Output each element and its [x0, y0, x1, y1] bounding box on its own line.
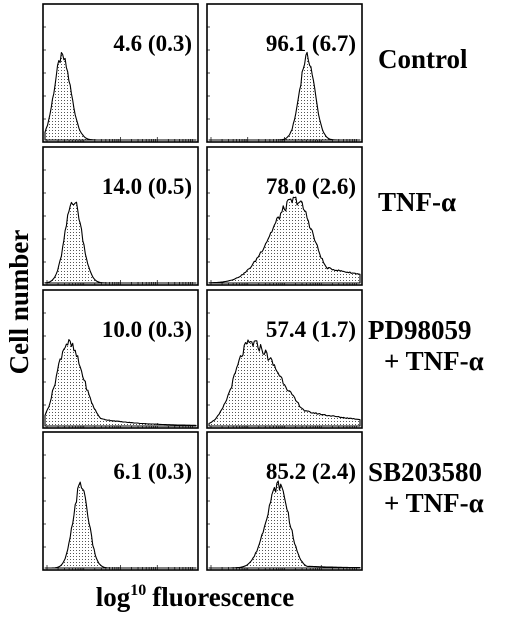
histogram-panel: 96.1 (6.7) — [206, 3, 363, 143]
histogram-series — [44, 201, 197, 284]
row-label-line: SB203580 — [368, 457, 482, 487]
histogram-series — [208, 339, 361, 427]
panel-value-label: 14.0 (0.5) — [102, 174, 192, 199]
row-label-line: + TNF-α — [384, 346, 484, 376]
row-label: SB203580 + TNF-α — [368, 457, 484, 518]
histogram-series — [44, 52, 197, 141]
panel-frame — [206, 3, 363, 143]
row-label-line: Control — [378, 44, 468, 74]
histogram-series — [208, 196, 361, 284]
panel-value-label: 10.0 (0.3) — [102, 317, 192, 342]
y-axis-title: Cell number — [4, 230, 34, 375]
row-label-line: PD98059 — [368, 315, 472, 345]
panel-value-label: 78.0 (2.6) — [266, 174, 356, 199]
histogram-panel: 78.0 (2.6) — [206, 146, 363, 286]
histogram-series — [44, 481, 197, 569]
x-axis-title-superscript: 10 — [130, 582, 146, 599]
x-axis-title: log10 fluorescence — [96, 582, 294, 612]
x-axis-title-base: log — [96, 582, 131, 612]
row-label: TNF-α — [378, 187, 456, 217]
histogram-series — [208, 51, 361, 141]
panel-frame — [42, 431, 199, 571]
histogram-panel: 57.4 (1.7) — [206, 289, 363, 429]
row-label-line: TNF-α — [378, 187, 456, 217]
row-label: Control — [378, 44, 468, 74]
panel-value-label: 6.1 (0.3) — [113, 459, 192, 484]
row-label: PD98059 + TNF-α — [368, 315, 484, 376]
x-axis-title-rest: fluorescence — [152, 582, 294, 612]
panel-value-label: 96.1 (6.7) — [266, 31, 356, 56]
histogram-panel: 4.6 (0.3) — [42, 3, 199, 143]
histogram-series — [44, 339, 197, 427]
row-label-line: + TNF-α — [384, 488, 484, 518]
histogram-panel: 85.2 (2.4) — [206, 431, 363, 571]
panel-value-label: 57.4 (1.7) — [266, 317, 356, 342]
histogram-panel: 10.0 (0.3) — [42, 289, 199, 429]
histogram-panel: 14.0 (0.5) — [42, 146, 199, 286]
panel-value-label: 85.2 (2.4) — [266, 459, 356, 484]
panel-value-label: 4.6 (0.3) — [113, 31, 192, 56]
panels-layer: 4.6 (0.3) 96.1 (6.7) 14.0 (0.5) 78.0 (2.6) 1… — [42, 3, 363, 571]
histogram-panel: 6.1 (0.3) — [42, 431, 199, 571]
histogram-series — [208, 480, 361, 569]
